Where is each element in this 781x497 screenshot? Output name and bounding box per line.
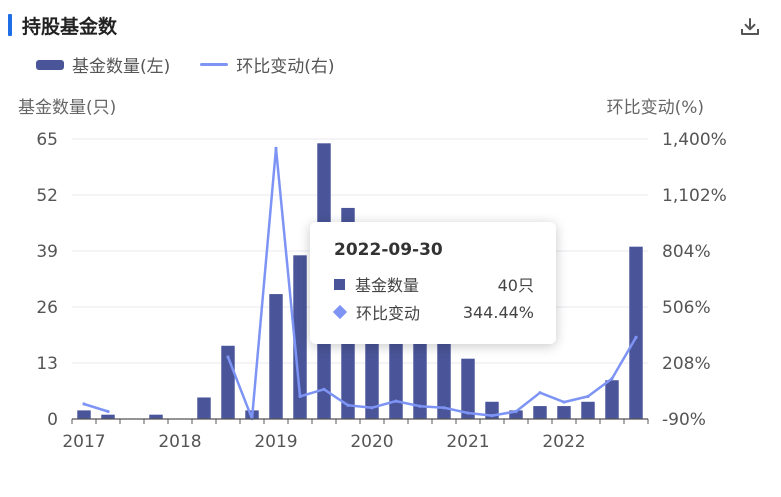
x-tick-label: 2020	[350, 432, 393, 452]
change-point	[394, 399, 398, 403]
legend-bar-swatch	[36, 59, 64, 70]
bar	[149, 414, 163, 419]
bar	[533, 406, 547, 419]
change-point	[466, 411, 470, 415]
change-point	[610, 376, 614, 381]
y-tick-left: 26	[36, 298, 58, 318]
change-point	[586, 394, 590, 399]
bar	[269, 294, 283, 419]
tooltip-row-change: 环比变动 344.44%	[332, 298, 534, 326]
legend-line-label: 环比变动(右)	[236, 57, 335, 77]
y-tick-right: -90%	[662, 410, 706, 430]
tooltip-row2-label: 环比变动	[356, 304, 421, 323]
bar	[461, 358, 475, 419]
x-tick-label: 2022	[542, 432, 585, 452]
bar	[629, 246, 643, 419]
bar	[77, 410, 91, 419]
change-point	[82, 402, 86, 406]
change-point	[298, 394, 302, 399]
legend: 基金数量(左) 环比变动(右)	[36, 52, 335, 77]
x-tick-label: 2019	[254, 432, 297, 452]
change-point	[322, 387, 326, 391]
tooltip-row1-label: 基金数量	[355, 276, 420, 295]
y-tick-right: 208%	[662, 354, 711, 374]
y-tick-left: 0	[47, 410, 58, 430]
y-tick-left: 39	[36, 242, 58, 262]
bar	[557, 406, 571, 419]
tooltip: 2022-09-30 基金数量 40只 环比变动 344.44%	[310, 222, 556, 344]
bar	[605, 380, 619, 419]
change-point	[634, 335, 638, 339]
change-point	[370, 406, 374, 410]
change-point	[442, 406, 446, 410]
change-point	[106, 409, 110, 414]
bar	[509, 410, 523, 419]
change-line	[83, 402, 109, 413]
bar	[389, 332, 403, 419]
legend-item-line[interactable]: 环比变动(右)	[200, 52, 335, 77]
download-icon[interactable]	[739, 16, 761, 38]
tooltip-row2-value: 344.44%	[462, 302, 534, 322]
bar	[581, 401, 595, 419]
legend-bar-label: 基金数量(左)	[72, 57, 171, 77]
change-point	[346, 403, 350, 407]
change-point	[514, 409, 518, 414]
y-tick-left: 65	[36, 130, 58, 150]
y-tick-right: 804%	[662, 242, 711, 262]
x-tick-label: 2021	[446, 432, 489, 452]
x-tick-label: 2018	[158, 432, 201, 452]
change-point	[274, 146, 278, 150]
bar	[197, 397, 211, 419]
legend-item-bar[interactable]: 基金数量(左)	[36, 52, 170, 77]
tooltip-bar-marker	[334, 278, 345, 290]
tooltip-row-count: 基金数量 40只	[334, 270, 534, 298]
change-point	[226, 355, 230, 359]
y-axis-right-title: 环比变动(%)	[607, 98, 704, 118]
y-tick-right: 1,400%	[662, 130, 727, 150]
bar	[101, 414, 115, 419]
y-tick-right: 1,102%	[662, 186, 727, 206]
y-axis-left-title: 基金数量(只)	[18, 98, 116, 118]
tooltip-row1-value: 40只	[497, 276, 534, 295]
title-accent-bar	[8, 14, 12, 36]
change-point	[562, 400, 566, 404]
y-tick-right: 506%	[662, 298, 711, 318]
tooltip-date: 2022-09-30	[334, 240, 443, 260]
chart-title: 持股基金数	[22, 16, 118, 38]
legend-line-swatch	[200, 63, 229, 66]
change-line	[226, 147, 638, 420]
tooltip-line-marker	[332, 304, 348, 320]
x-tick-label: 2017	[62, 432, 105, 452]
bar	[293, 255, 307, 419]
y-tick-left: 13	[36, 354, 58, 374]
change-point	[490, 414, 494, 418]
y-tick-left: 52	[36, 186, 58, 206]
change-point	[538, 391, 542, 395]
change-point	[418, 404, 422, 408]
